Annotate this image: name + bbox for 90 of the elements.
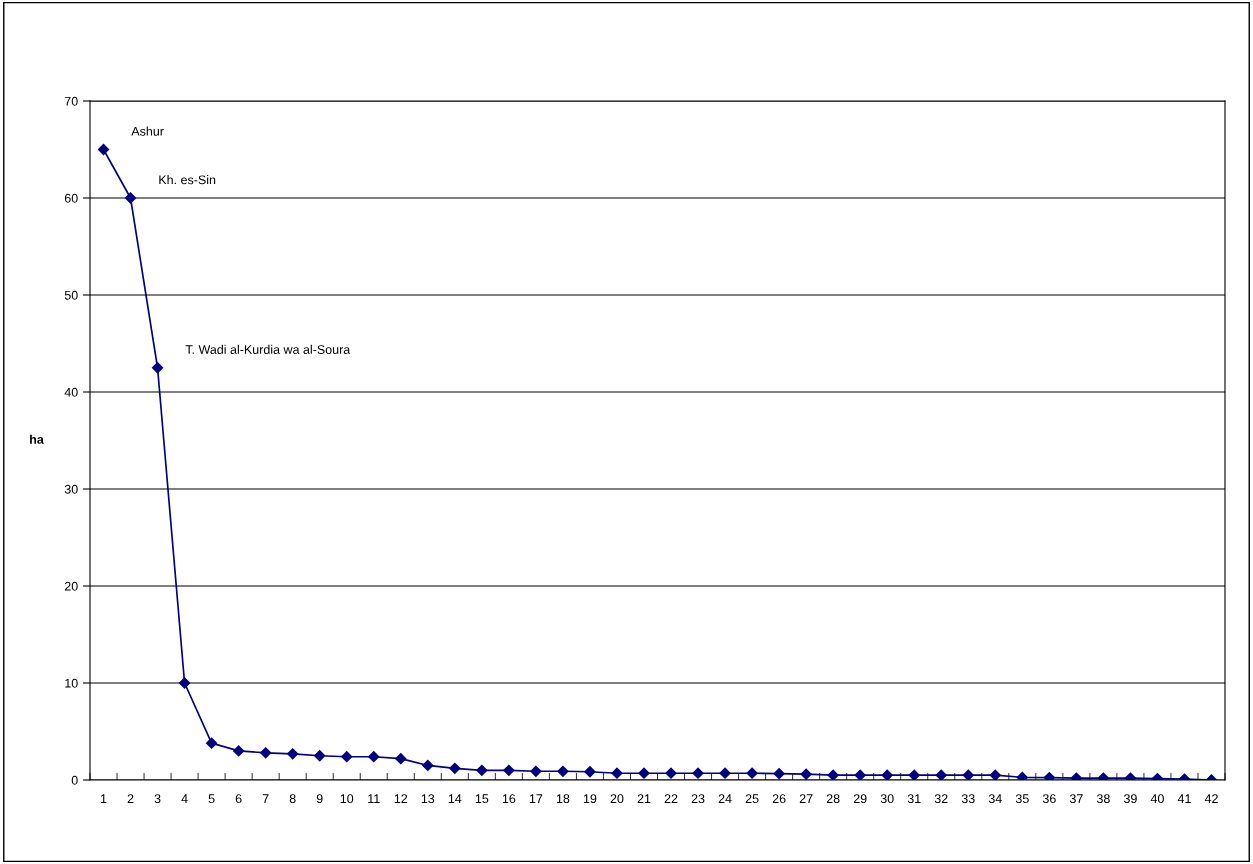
x-tick-label: 36 <box>1042 794 1056 804</box>
y-tick-label: 30 <box>64 484 78 494</box>
point <box>178 677 191 689</box>
point <box>638 767 650 779</box>
x-tick-label: 16 <box>502 794 516 804</box>
x-tick-label: 30 <box>880 794 894 804</box>
x-tick-label: 14 <box>448 794 462 803</box>
x-tick-label: 41 <box>1177 794 1191 803</box>
point <box>314 750 326 762</box>
point <box>881 769 893 780</box>
y-tick-label: 20 <box>64 581 78 591</box>
x-tick-label: 3 <box>154 794 161 804</box>
x-tick-label: 4 <box>181 794 188 803</box>
point <box>854 769 866 780</box>
x-tick-label: 29 <box>853 794 867 804</box>
point <box>557 765 569 777</box>
y-tick-label: 0 <box>71 775 78 785</box>
x-tick-label: 2 <box>127 794 134 803</box>
x-tick-label: 13 <box>421 794 435 804</box>
x-tick-label: 35 <box>1015 794 1029 804</box>
point <box>584 766 596 778</box>
point <box>665 767 677 779</box>
x-tick-label: 11 <box>368 794 380 803</box>
x-tick-label: 10 <box>340 794 354 804</box>
y-axis-title: ha <box>30 434 44 444</box>
x-tick-label: 38 <box>1096 794 1110 804</box>
x-tick-label: 6 <box>235 794 242 804</box>
point <box>368 751 380 763</box>
annotation: T. Wadi al-Kurdia wa al-Soura <box>185 344 351 354</box>
point <box>692 767 704 779</box>
y-tick-label: 40 <box>64 387 78 397</box>
y-tick-label: 70 <box>64 96 78 106</box>
x-tick-label: 24 <box>718 794 732 803</box>
point <box>422 759 434 772</box>
x-tick-label: 23 <box>691 794 705 804</box>
point <box>476 764 488 776</box>
x-tick-label: 40 <box>1150 794 1164 804</box>
point <box>395 753 407 765</box>
point <box>800 768 812 780</box>
point <box>151 362 164 374</box>
point <box>530 765 542 777</box>
point <box>260 747 272 759</box>
x-tick-label: 5 <box>208 794 215 804</box>
x-tick-label: 26 <box>772 794 786 804</box>
x-tick-label: 21 <box>637 794 651 803</box>
point <box>1043 771 1055 780</box>
x-tick-label: 32 <box>934 794 948 804</box>
x-tick-label: 31 <box>907 794 921 804</box>
annotation: Ashur <box>131 126 164 136</box>
x-tick-label: 12 <box>394 794 408 803</box>
point <box>124 192 137 204</box>
x-tick-label: 20 <box>610 794 624 804</box>
x-tick-label: 1 <box>100 794 107 803</box>
x-tick-label: 15 <box>475 794 489 804</box>
point <box>962 769 974 780</box>
x-tick-label: 34 <box>988 794 1002 804</box>
x-tick-label: 25 <box>745 794 759 804</box>
point <box>935 769 947 780</box>
y-tick-label: 10 <box>65 678 78 688</box>
x-tick-label: 9 <box>316 794 323 804</box>
x-tick-label: 22 <box>664 794 678 803</box>
point <box>97 143 110 156</box>
point <box>449 762 461 774</box>
x-tick-label: 27 <box>799 794 813 803</box>
point <box>503 764 515 776</box>
point <box>827 769 839 780</box>
point <box>746 767 758 779</box>
x-tick-label: 39 <box>1123 794 1137 804</box>
point <box>611 767 623 779</box>
point <box>1016 771 1028 780</box>
point <box>206 737 218 749</box>
point <box>341 751 353 763</box>
annotation: Kh. es-Sin <box>159 175 216 185</box>
x-tick-label: 19 <box>583 794 597 804</box>
point <box>989 769 1001 780</box>
x-tick-label: 42 <box>1204 794 1218 803</box>
x-tick-label: 17 <box>529 794 543 803</box>
x-tick-label: 7 <box>262 794 269 803</box>
point <box>287 748 299 760</box>
y-tick-label: 50 <box>64 290 78 300</box>
point <box>908 769 920 780</box>
point <box>233 745 245 757</box>
x-tick-label: 18 <box>556 794 570 804</box>
x-tick-label: 37 <box>1069 794 1083 804</box>
y-tick-label: 60 <box>64 193 78 203</box>
point <box>773 768 785 780</box>
x-tick-label: 8 <box>289 794 296 804</box>
point <box>719 767 731 779</box>
x-tick-label: 33 <box>961 794 975 804</box>
x-tick-label: 28 <box>826 794 840 804</box>
